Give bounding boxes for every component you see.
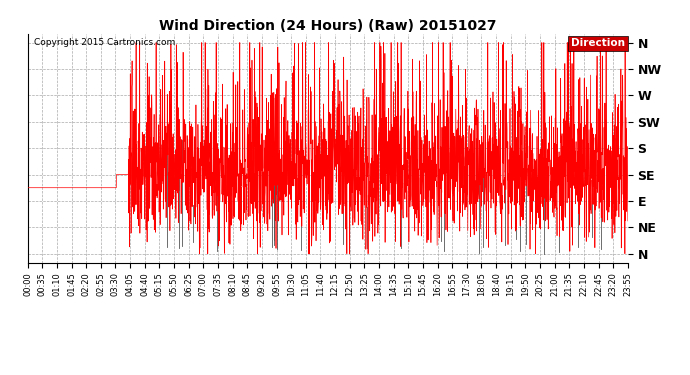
Text: Direction: Direction (571, 38, 625, 48)
Title: Wind Direction (24 Hours) (Raw) 20151027: Wind Direction (24 Hours) (Raw) 20151027 (159, 19, 497, 33)
Text: Copyright 2015 Cartronics.com: Copyright 2015 Cartronics.com (34, 38, 175, 47)
